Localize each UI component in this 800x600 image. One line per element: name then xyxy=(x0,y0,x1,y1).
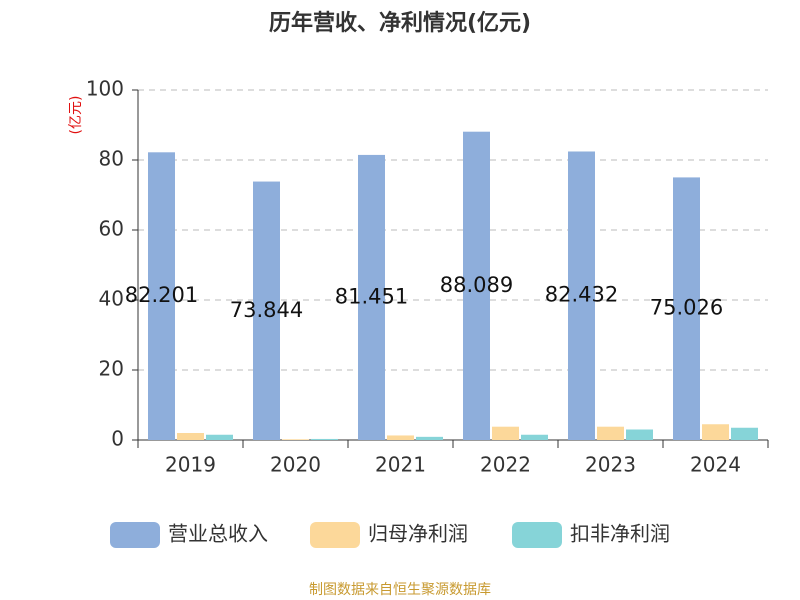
x-tick-label: 2021 xyxy=(375,453,426,477)
y-axis-label: (亿元) xyxy=(68,96,84,135)
y-tick-label: 80 xyxy=(99,147,124,171)
bar xyxy=(521,434,548,440)
y-tick-label: 40 xyxy=(99,287,124,311)
bar xyxy=(148,152,175,440)
value-label: 88.089 xyxy=(440,273,513,297)
y-tick-label: 60 xyxy=(99,217,124,241)
bar xyxy=(463,131,490,440)
bar xyxy=(597,426,624,440)
x-tick-label: 2023 xyxy=(585,453,636,477)
chart-title: 历年营收、净利情况(亿元) xyxy=(269,10,531,36)
x-tick-label: 2019 xyxy=(165,453,216,477)
x-tick-label: 2022 xyxy=(480,453,531,477)
y-tick-label: 0 xyxy=(111,427,124,451)
value-label: 75.026 xyxy=(650,296,723,320)
bar xyxy=(177,433,204,440)
legend-swatch xyxy=(310,522,360,548)
bar xyxy=(702,424,729,440)
value-label: 82.201 xyxy=(125,283,198,307)
bar xyxy=(282,439,309,440)
x-tick-label: 2020 xyxy=(270,453,321,477)
x-tick-label: 2024 xyxy=(690,453,741,477)
bar xyxy=(387,435,414,440)
legend-label: 营业总收入 xyxy=(168,522,268,546)
value-label: 73.844 xyxy=(230,298,303,322)
bar xyxy=(568,151,595,440)
bar xyxy=(626,429,653,440)
bar xyxy=(492,426,519,440)
bar xyxy=(253,181,280,440)
legend-swatch xyxy=(110,522,160,548)
value-label: 81.451 xyxy=(335,284,408,308)
y-tick-label: 100 xyxy=(86,77,124,101)
source-note: 制图数据来自恒生聚源数据库 xyxy=(309,582,491,598)
bar xyxy=(206,434,233,440)
bar xyxy=(416,436,443,440)
bar xyxy=(358,154,385,440)
y-tick-label: 20 xyxy=(99,357,124,381)
value-label: 82.432 xyxy=(545,283,618,307)
bar xyxy=(311,438,338,440)
bar xyxy=(673,177,700,440)
legend-label: 归母净利润 xyxy=(368,522,468,546)
bar xyxy=(731,427,758,440)
legend-swatch xyxy=(512,522,562,548)
legend-label: 扣非净利润 xyxy=(570,522,670,546)
